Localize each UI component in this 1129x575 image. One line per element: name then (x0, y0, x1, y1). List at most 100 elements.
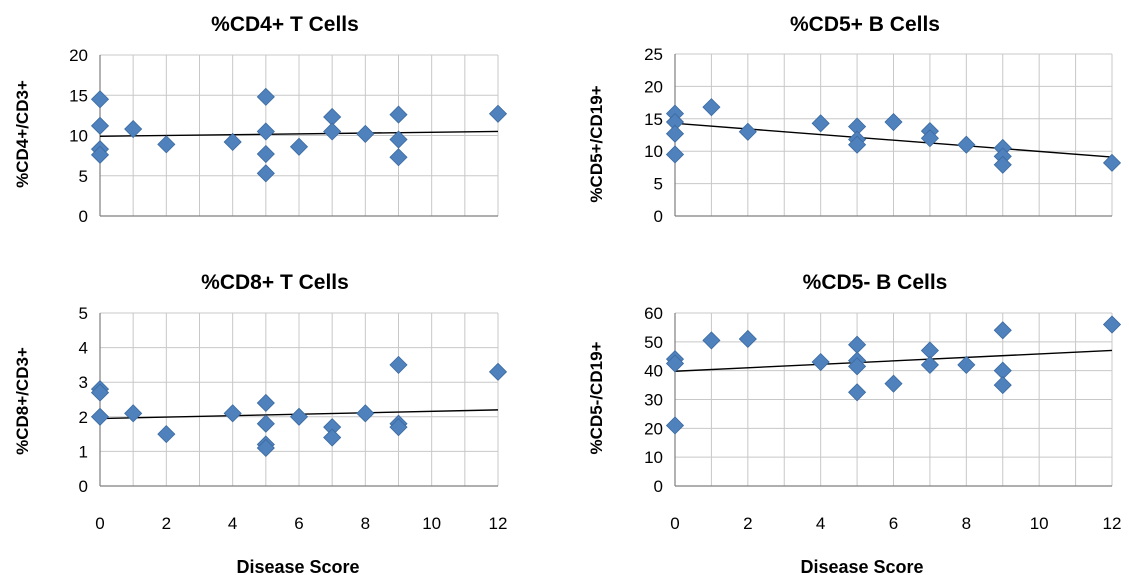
data-point-marker (665, 145, 685, 164)
x-tick-label: 0 (670, 514, 679, 533)
x-tick-label: 6 (294, 514, 303, 533)
chart-title: %CD5- B Cells (803, 271, 948, 294)
data-point-marker (90, 116, 110, 135)
data-point-marker (223, 132, 242, 152)
gridlines (674, 53, 1113, 217)
y-tick-label: 0 (654, 477, 663, 496)
y-tick-label: 5 (79, 167, 88, 186)
y-axis-label: %CD5+/CD19+ (587, 85, 606, 202)
data-point-marker (665, 354, 685, 373)
data-point-marker (957, 355, 976, 374)
data-point-marker (256, 122, 275, 141)
x-tick-label: 10 (1030, 514, 1049, 533)
chart-panel-cd5neg: %CD5- B Cells %CD5-/CD19+ Disease Score … (587, 271, 1121, 575)
y-tick-label: 1 (79, 442, 88, 461)
x-axis-label: Disease Score (236, 557, 359, 575)
data-point-marker (488, 104, 508, 123)
data-point-marker (256, 393, 275, 413)
data-point-marker (389, 148, 408, 167)
y-tick-label: 20 (644, 419, 663, 438)
y-axis-label: %CD4+/CD3+ (13, 80, 32, 188)
data-point-marker (993, 155, 1012, 174)
data-point-marker (256, 144, 275, 164)
data-point-marker (738, 122, 757, 141)
y-tick-label: 40 (644, 362, 663, 381)
y-tick-label: 5 (654, 175, 663, 194)
data-point-marker (289, 407, 309, 426)
x-tick-label: 0 (95, 514, 104, 533)
data-point-marker (157, 135, 176, 154)
y-axis-label: %CD8+/CD3+ (13, 347, 32, 455)
y-tick-label: 4 (79, 339, 88, 358)
x-tick-label: 4 (816, 514, 825, 533)
y-tick-label: 20 (644, 77, 663, 96)
data-point-marker (256, 438, 275, 458)
data-point-marker (665, 416, 685, 435)
chart-panel-cd8: %CD8+ T Cells %CD8+/CD3+ Disease Score 0… (13, 271, 507, 575)
x-tick-label: 10 (422, 514, 441, 533)
data-point-marker (884, 374, 903, 393)
data-point-marker (993, 376, 1012, 395)
data-point-marker (90, 145, 110, 164)
chart-panel-cd5pos: %CD5+ B Cells %CD5+/CD19+ 0 5 10 15 20 25 (587, 13, 1122, 226)
data-point-marker (389, 130, 408, 149)
data-point-marker (848, 135, 867, 154)
data-point-marker (389, 418, 408, 437)
data-point-marker (389, 355, 408, 374)
data-point-marker (920, 129, 939, 148)
data-point-marker (323, 122, 342, 141)
y-tick-label: 50 (644, 333, 663, 352)
y-tick-label: 10 (644, 448, 663, 467)
y-axis-label: %CD5-/CD19+ (587, 341, 606, 454)
data-point-marker (90, 407, 110, 426)
data-point-marker (920, 355, 939, 374)
data-point-marker (157, 425, 176, 444)
data-point-marker (1102, 315, 1122, 334)
y-tick-label: 0 (79, 207, 88, 226)
gridlines (99, 312, 499, 487)
x-tick-label: 8 (361, 514, 370, 533)
data-point-marker (811, 352, 830, 372)
data-point-marker (389, 105, 408, 124)
y-tick-label: 0 (79, 477, 88, 496)
data-point-marker (124, 119, 143, 139)
y-tick-label: 30 (644, 391, 663, 410)
y-tick-label: 3 (79, 373, 88, 392)
data-point-marker (957, 135, 976, 154)
data-point-marker (323, 428, 342, 447)
x-tick-label: 2 (743, 514, 752, 533)
data-point-marker (738, 329, 757, 349)
x-tick-label: 2 (162, 514, 171, 533)
data-point-marker (848, 335, 867, 354)
data-point-marker (884, 112, 903, 132)
data-point-marker (289, 137, 309, 156)
y-tick-label: 15 (644, 110, 663, 129)
chart-title: %CD5+ B Cells (790, 13, 940, 36)
x-tick-label: 6 (889, 514, 898, 533)
data-point-marker (356, 404, 375, 423)
x-tick-label: 4 (228, 514, 237, 533)
data-point-marker (702, 331, 721, 350)
data-point-marker (1102, 153, 1122, 172)
y-tick-label: 10 (644, 142, 663, 161)
data-point-marker (256, 87, 275, 106)
data-point-marker (124, 404, 143, 423)
x-tick-label: 12 (489, 514, 508, 533)
data-point-marker (256, 414, 275, 433)
y-tick-label: 2 (79, 408, 88, 427)
chart-panel-cd4: %CD4+ T Cells %CD4+/CD3+ 0 5 10 15 20 (13, 13, 508, 226)
y-tick-label: 60 (644, 304, 663, 323)
data-point-marker (665, 124, 685, 143)
data-point-marker (702, 98, 721, 117)
x-axis-label: Disease Score (800, 557, 923, 575)
chart-title: %CD8+ T Cells (201, 271, 349, 294)
y-tick-label: 15 (69, 86, 88, 105)
data-point-marker (848, 383, 867, 402)
y-tick-label: 10 (69, 127, 88, 146)
y-tick-label: 5 (79, 304, 88, 323)
data-point-marker (256, 164, 275, 183)
y-tick-label: 0 (654, 207, 663, 226)
data-point-marker (356, 124, 375, 143)
x-tick-label: 8 (962, 514, 971, 533)
